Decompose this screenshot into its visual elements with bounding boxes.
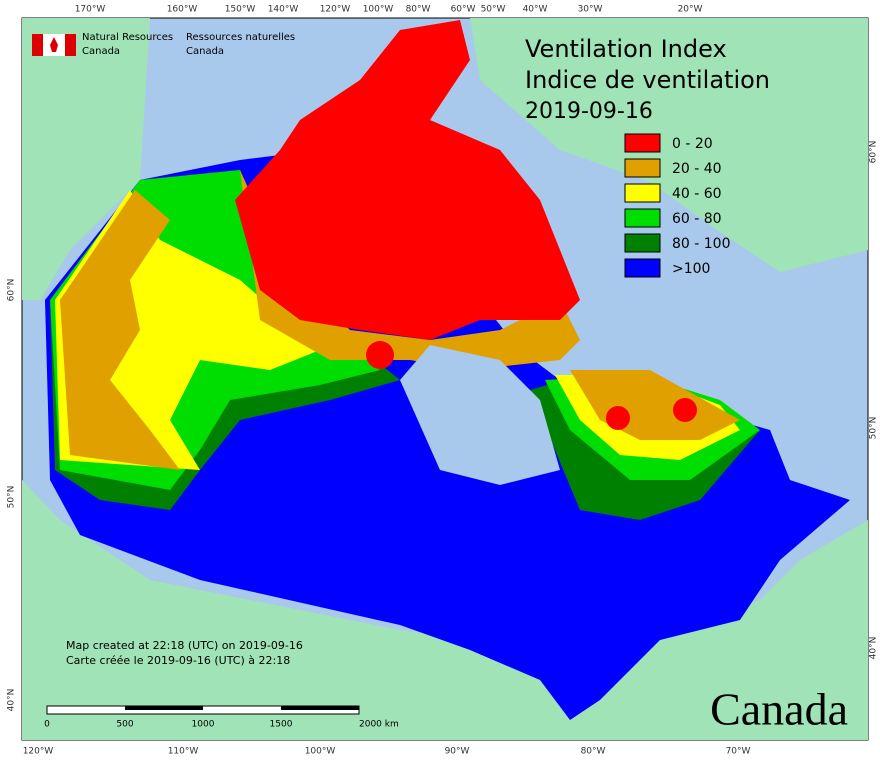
graticule-label: 100°W <box>363 5 394 15</box>
zone <box>673 398 697 422</box>
zone <box>235 20 580 340</box>
graticule-label: 40°W <box>523 5 548 15</box>
graticule-label: 140°W <box>268 5 299 15</box>
legend-swatch <box>624 233 661 253</box>
hudson-bay <box>400 345 560 485</box>
flag-band <box>32 34 43 56</box>
alaska <box>22 18 150 300</box>
graticule-label: 120°W <box>320 5 351 15</box>
scale-label: 2000 km <box>359 720 399 730</box>
graticule-label: 50°W <box>481 5 506 15</box>
graticule-label: 60°N <box>7 279 17 302</box>
scale-label: 500 <box>116 720 133 730</box>
note: Map created at 22:18 (UTC) on 2019-09-16 <box>66 639 303 652</box>
agency: Canada <box>82 46 120 57</box>
graticule-label: 20°W <box>678 5 703 15</box>
agency: Canada <box>186 46 224 57</box>
scale-label: 1000 <box>192 720 215 730</box>
legend-swatch <box>624 208 661 228</box>
flag-leaf <box>50 37 58 52</box>
legend-label: >100 <box>672 261 710 277</box>
graticule-label: 40°N <box>869 637 879 660</box>
graticule-label: 90°W <box>445 747 470 757</box>
date: 2019-09-16 <box>525 99 653 124</box>
graticule-label: 120°W <box>23 747 54 757</box>
graticule-label: 50°N <box>869 417 879 440</box>
graticule-label: 40°N <box>7 689 17 712</box>
graticule-label: 70°W <box>726 747 751 757</box>
title: Ventilation Index <box>525 35 727 63</box>
scale-label: 0 <box>44 720 50 730</box>
legend-swatch <box>624 133 661 153</box>
graticule-label: 150°W <box>225 5 256 15</box>
graticule-label: 80°W <box>406 5 431 15</box>
legend-label: 20 - 40 <box>672 161 722 177</box>
zone <box>606 406 630 430</box>
graticule-label: 170°W <box>75 5 106 15</box>
agency: Natural Resources <box>82 32 173 43</box>
scale-label: 1500 <box>270 720 293 730</box>
graticule-label: 80°W <box>581 747 606 757</box>
scale-seg <box>125 706 203 710</box>
legend-label: 40 - 60 <box>672 186 722 202</box>
graticule-label: 60°N <box>869 141 879 164</box>
wordmark: Canada <box>710 684 848 735</box>
zone <box>366 341 394 369</box>
zone <box>60 190 180 470</box>
legend-label: 0 - 20 <box>672 136 713 152</box>
legend-label: 60 - 80 <box>672 211 722 227</box>
note: Carte créée le 2019-09-16 (UTC) à 22:18 <box>66 654 290 667</box>
usa <box>22 480 868 740</box>
agency: Ressources naturelles <box>186 32 295 43</box>
title: Indice de ventilation <box>525 66 770 94</box>
graticule-label: 30°W <box>578 5 603 15</box>
graticule-label: 110°W <box>168 747 199 757</box>
greenland <box>470 18 868 272</box>
graticule-label: 60°W <box>451 5 476 15</box>
legend-swatch <box>624 183 661 203</box>
graticule-label: 50°N <box>7 486 17 509</box>
flag-band <box>65 34 76 56</box>
legend-swatch <box>624 258 661 278</box>
graticule-label: 160°W <box>167 5 198 15</box>
graticule-label: 100°W <box>305 747 336 757</box>
legend-swatch <box>624 158 661 178</box>
scale-seg <box>281 706 359 710</box>
legend-label: 80 - 100 <box>672 236 731 252</box>
